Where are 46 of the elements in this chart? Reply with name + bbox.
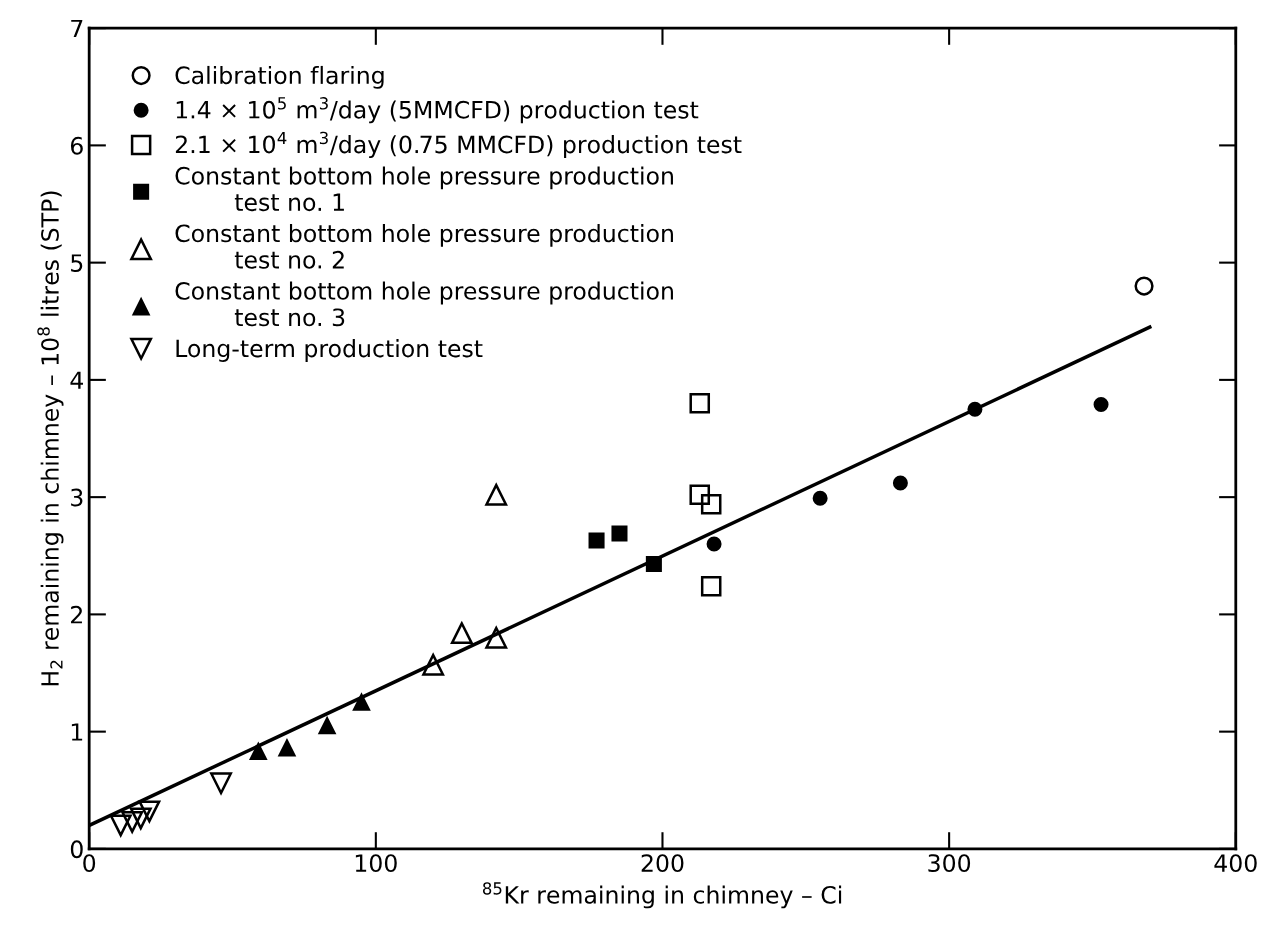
x-tick-label: 400 — [1214, 854, 1257, 873]
point — [689, 484, 711, 506]
point — [318, 717, 336, 735]
y-tick-label: 4 — [70, 371, 83, 389]
point — [121, 810, 144, 833]
y-axis-title: H$_{2}$ remaining in chimney – 10$^{8}$ litres (STP) — [37, 191, 64, 686]
x-axis-title: $^{85}$Kr remaining in chimney – Ci — [482, 882, 842, 909]
point — [249, 743, 267, 761]
point — [588, 532, 605, 549]
point — [129, 807, 152, 830]
point — [689, 393, 711, 414]
x-tick-label: 300 — [928, 854, 971, 873]
point — [700, 493, 722, 515]
y-tick-label: 6 — [70, 136, 83, 155]
legend-label: Constant bottom hole pressure production test no. 1 — [175, 166, 673, 212]
point — [422, 653, 445, 676]
y-tick-label: 3 — [71, 488, 83, 507]
y-tick-label: 2 — [71, 605, 82, 624]
x-tick-label: 0 — [83, 854, 96, 873]
point — [611, 525, 628, 542]
point — [700, 575, 722, 597]
legend-label: Calibration flaring — [175, 65, 384, 89]
point — [352, 693, 371, 711]
point — [485, 483, 508, 506]
point — [450, 622, 473, 645]
point — [485, 626, 508, 649]
point — [892, 475, 908, 491]
y-tick-label: 0 — [70, 840, 83, 859]
point — [210, 772, 233, 795]
legend-label: Long-term production test — [176, 339, 483, 362]
x-tick-label: 100 — [355, 854, 397, 873]
point — [278, 739, 296, 757]
legend-label: 1.4 × 10$^{5}$ m$^{3}$/day (5MMCFD) production test — [176, 97, 699, 124]
y-tick-label: 1 — [71, 723, 83, 741]
point — [706, 536, 722, 552]
point — [1093, 397, 1109, 413]
point — [138, 800, 161, 823]
y-tick-label: 7 — [71, 19, 83, 38]
point — [812, 490, 828, 506]
y-tick-label: 5 — [71, 254, 83, 272]
point — [1134, 276, 1154, 296]
x-tick-label: 200 — [641, 854, 684, 873]
point — [109, 814, 132, 837]
legend-label: Constant bottom hole pressure production test no. 3 — [175, 281, 673, 327]
legend-label: Constant bottom hole pressure production test no. 2 — [175, 224, 673, 269]
legend-label: 2.1 × 10$^{4}$ m$^{3}$/day (0.75 MMCFD) production test — [175, 131, 742, 158]
